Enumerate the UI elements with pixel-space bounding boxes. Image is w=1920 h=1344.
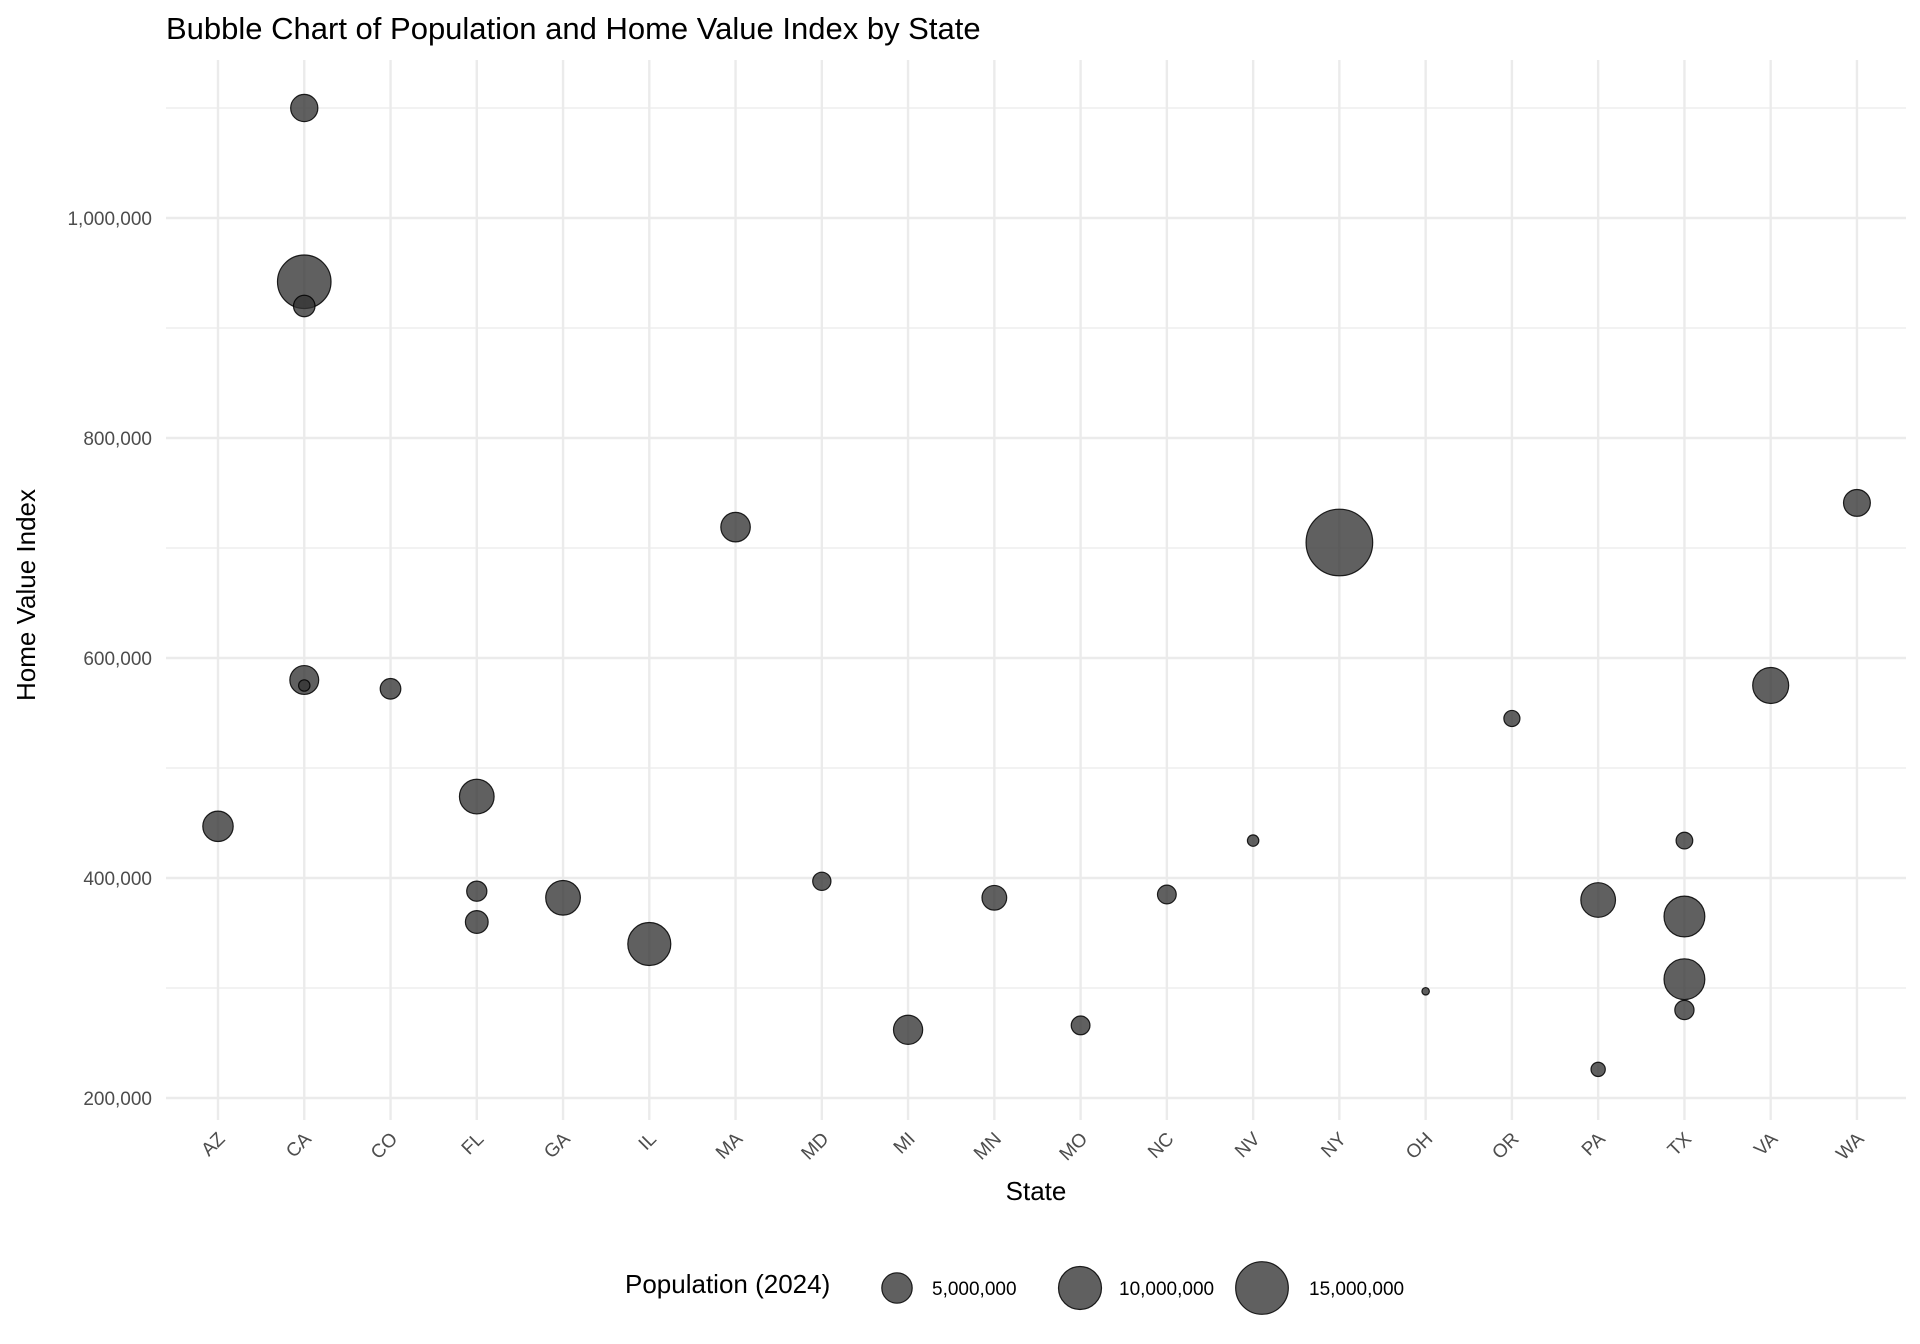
bubble-point <box>1663 958 1706 1001</box>
bubble-point <box>1503 709 1521 728</box>
bubble-point <box>292 294 316 318</box>
legend-key-bubble <box>1057 1265 1103 1311</box>
bubble-point <box>627 921 672 967</box>
bubble-point <box>297 679 311 692</box>
legend-label: 15,000,000 <box>1309 1279 1404 1300</box>
legend: Population (2024) 5,000,000 10,000,000 15,… <box>625 1261 1404 1315</box>
bubble-point <box>892 1014 924 1045</box>
bubble-point <box>1580 882 1617 918</box>
bubble-point <box>464 910 489 934</box>
bubble-point <box>720 511 751 543</box>
bubble-point <box>1421 986 1430 996</box>
legend-label: 5,000,000 <box>932 1279 1017 1300</box>
bubble-point <box>1156 884 1177 905</box>
y-tick-label: 600,000 <box>83 649 152 670</box>
legend-key-bubble <box>1235 1261 1289 1315</box>
bubble-point <box>202 810 234 843</box>
y-tick-label: 200,000 <box>83 1089 152 1110</box>
y-tick-label: 1,000,000 <box>67 209 152 230</box>
bubble-point <box>545 879 581 916</box>
bubble-point <box>379 677 402 700</box>
plot-grid <box>166 60 1906 1120</box>
y-tick-label: 400,000 <box>83 869 152 890</box>
y-tick-label: 800,000 <box>83 429 152 450</box>
y-axis-title: Home Value Index <box>11 489 41 701</box>
bubble-point <box>981 884 1008 911</box>
chart-title: Bubble Chart of Population and Home Valu… <box>166 11 981 46</box>
x-axis-title: State <box>1006 1176 1067 1206</box>
bubble-point <box>1246 834 1260 847</box>
bubble-point <box>1674 999 1695 1021</box>
bubble-point <box>1752 666 1790 705</box>
bubble-point <box>290 93 319 123</box>
y-axis-tick-labels: 200,000 400,000 600,000 800,000 1,000,000 <box>67 209 152 1110</box>
legend-title: Population (2024) <box>625 1269 830 1299</box>
legend-entries: 5,000,000 10,000,000 15,000,000 <box>881 1261 1404 1315</box>
bubble-point <box>1842 488 1871 517</box>
legend-label: 10,000,000 <box>1119 1279 1214 1300</box>
bubble-layer <box>202 93 1871 1078</box>
bubble-point <box>1590 1061 1606 1078</box>
bubble-point <box>1070 1015 1091 1036</box>
bubble-point <box>1305 508 1374 577</box>
bubble-point <box>812 871 832 892</box>
bubble-point <box>458 778 495 815</box>
bubble-point <box>466 880 488 902</box>
bubble-point <box>1675 831 1694 850</box>
bubble-point <box>1663 895 1706 938</box>
legend-key-bubble <box>881 1272 913 1304</box>
